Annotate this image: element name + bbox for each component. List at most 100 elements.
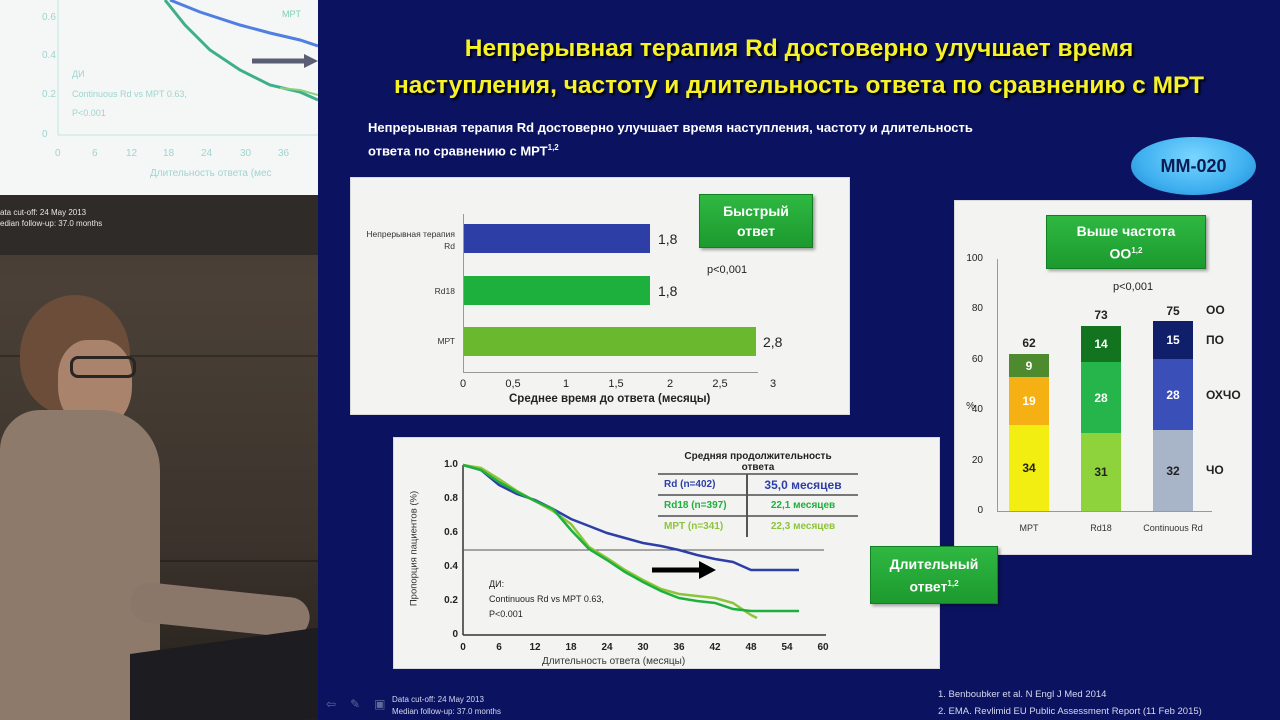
duration-of-response-chart: 1.0 0.8 0.6 0.4 0.2 0 Пропорция пациенто… [393, 437, 998, 669]
cutoff-line: Data cut-off: 24 May 2013 [392, 695, 484, 704]
callout-line-2: ОО [1109, 245, 1132, 262]
category-label: MPT [1019, 523, 1039, 533]
svg-text:ДИ: ДИ [72, 69, 85, 79]
y-axis-title: % [966, 401, 975, 412]
x-tick: 42 [709, 642, 721, 653]
followup-line: Median follow-up: 37.0 months [392, 707, 501, 716]
x-tick: 2 [666, 378, 674, 390]
x-tick: 48 [745, 642, 757, 653]
median-cell: 22,1 месяцев [770, 500, 836, 511]
x-axis-title: Длительность ответа (месяцы) [542, 656, 686, 667]
background-screen-footer: ata cut-off: 24 May 2013 edian follow-up… [0, 195, 318, 255]
x-tick: 60 [817, 642, 829, 653]
legend-pr: ПО [1206, 333, 1224, 347]
p-value: p<0,001 [1113, 281, 1154, 293]
table-row: Rd18 (n=397) 22,1 месяцев [658, 494, 858, 516]
table-header: Средняя продолжительность ответа [658, 451, 858, 473]
y-tick: 0.4 [444, 561, 458, 572]
presenter-glasses [70, 356, 136, 378]
svg-text:0.2: 0.2 [42, 89, 56, 100]
y-tick: 100 [966, 253, 983, 264]
cutoff-text: ata cut-off: 24 May 2013 [0, 208, 87, 217]
table-header-line-2: ответа [741, 462, 775, 473]
callout-footnote-ref: 1,2 [947, 578, 959, 588]
segment-mpt-pr: 9 [1009, 354, 1049, 377]
category-label: Continuous Rd [1143, 523, 1203, 533]
presenter-camera-view: 0.6 0.4 0.2 0 0 6 12 18 24 30 36 Длитель… [0, 0, 318, 720]
y-tick: 60 [971, 354, 983, 365]
data-cutoff-note: Data cut-off: 24 May 2013 Median follow-… [392, 694, 501, 718]
svg-text:0: 0 [55, 148, 61, 159]
total-mpt: 62 [1022, 336, 1036, 350]
title-line-2: наступления, частоту и длительность отве… [393, 72, 1204, 99]
reference-1: 1. Benboubker et al. N Engl J Med 2014 [938, 689, 1107, 700]
bar-continuous-rd [464, 224, 650, 253]
x-tick: 18 [565, 642, 577, 653]
svg-text:P<0.001: P<0.001 [72, 108, 106, 118]
svg-text:0.6: 0.6 [42, 12, 56, 23]
segment-rd18-pr: 14 [1081, 326, 1121, 362]
segment-rd18-vgpr: 28 [1081, 362, 1121, 433]
y-axis [463, 214, 464, 372]
arm-cell: Rd18 (n=397) [658, 495, 748, 516]
slide-subtitle: Непрерывная терапия Rd достоверно улучша… [368, 118, 1128, 161]
x-tick: 30 [637, 642, 649, 653]
back-arrow-icon[interactable]: ⇦ [326, 697, 337, 711]
callout-line-2: ответ [909, 578, 948, 595]
study-badge: ММ-020 [1131, 137, 1256, 195]
references: 1. Benboubker et al. N Engl J Med 2014 2… [938, 686, 1202, 720]
note-label: ДИ: [489, 579, 505, 589]
callout-footnote-ref: 1,2 [1131, 245, 1143, 255]
callout-text: Быстрый ответ [723, 203, 789, 239]
y-tick: 0 [452, 629, 458, 640]
svg-text:Continuous Rd vs MPT 0.63,: Continuous Rd vs MPT 0.63, [72, 89, 187, 99]
svg-text:6: 6 [92, 148, 98, 159]
segment-mpt-cr: 34 [1009, 425, 1049, 511]
time-to-response-chart: Непрерывная терапия Rd Rd18 МРТ 1,8 1,8 … [350, 177, 850, 415]
x-axis-title: Среднее время до ответа (месяцы) [509, 393, 711, 405]
y-axis-title: Пропорция пациентов (%) [408, 490, 420, 607]
table-header-line-1: Средняя продолжительность [684, 451, 832, 462]
x-axis [463, 372, 758, 373]
x-tick: 36 [673, 642, 685, 653]
total-rd18: 73 [1094, 308, 1108, 322]
reference-2: 2. EMA. Revlimid EU Public Assessment Re… [938, 706, 1202, 717]
x-tick: 3 [769, 378, 777, 390]
arm-cell: MPT (n=341) [658, 516, 748, 537]
svg-text:0: 0 [42, 129, 48, 140]
x-tick: 12 [529, 642, 541, 653]
legend-cr: ЧО [1206, 463, 1224, 477]
followup-text: edian follow-up: 37.0 months [0, 219, 103, 228]
x-tick: 1 [562, 378, 570, 390]
svg-text:36: 36 [278, 148, 290, 159]
segment-rd-pr: 15 [1153, 321, 1193, 359]
long-response-callout: Длительный ответ1,2 [870, 546, 998, 604]
table-row: Rd (n=402) 35,0 месяцев [658, 473, 858, 495]
note-line-2: P<0.001 [489, 609, 523, 619]
svg-text:MPT: MPT [282, 9, 302, 19]
x-tick: 6 [496, 642, 502, 653]
median-cell: 22,3 месяцев [770, 521, 836, 532]
slides-icon[interactable]: ▣ [374, 697, 386, 711]
x-axis [997, 511, 1212, 512]
pen-icon[interactable]: ✎ [350, 697, 361, 711]
table-row: MPT (n=341) 22,3 месяцев [658, 515, 858, 537]
category-label: МРТ [437, 336, 455, 346]
y-tick: 1.0 [444, 459, 458, 470]
svg-text:18: 18 [163, 148, 175, 159]
segment-rd-vgpr: 28 [1153, 359, 1193, 430]
segment-rd-cr: 32 [1153, 430, 1193, 511]
y-tick: 0.6 [444, 527, 458, 538]
y-tick: 40 [971, 404, 983, 415]
y-tick: 20 [971, 455, 983, 466]
x-tick: 0,5 [505, 378, 521, 390]
category-label: Rd18 [1090, 523, 1112, 533]
x-tick: 1,5 [608, 378, 624, 390]
legend-vgpr: ОХЧО [1206, 388, 1241, 402]
subtitle-line-2: ответа по сравнению с МРТ [368, 143, 548, 159]
category-label: Rd18 [434, 286, 455, 296]
slide-title: Непрерывная терапия Rd достоверно улучша… [318, 30, 1280, 104]
hazard-ratio-note: ДИ: Continuous Rd vs MPT 0.63, P<0.001 [489, 577, 604, 622]
x-tick: 54 [781, 642, 793, 653]
note-line-1: Continuous Rd vs MPT 0.63, [489, 594, 604, 604]
